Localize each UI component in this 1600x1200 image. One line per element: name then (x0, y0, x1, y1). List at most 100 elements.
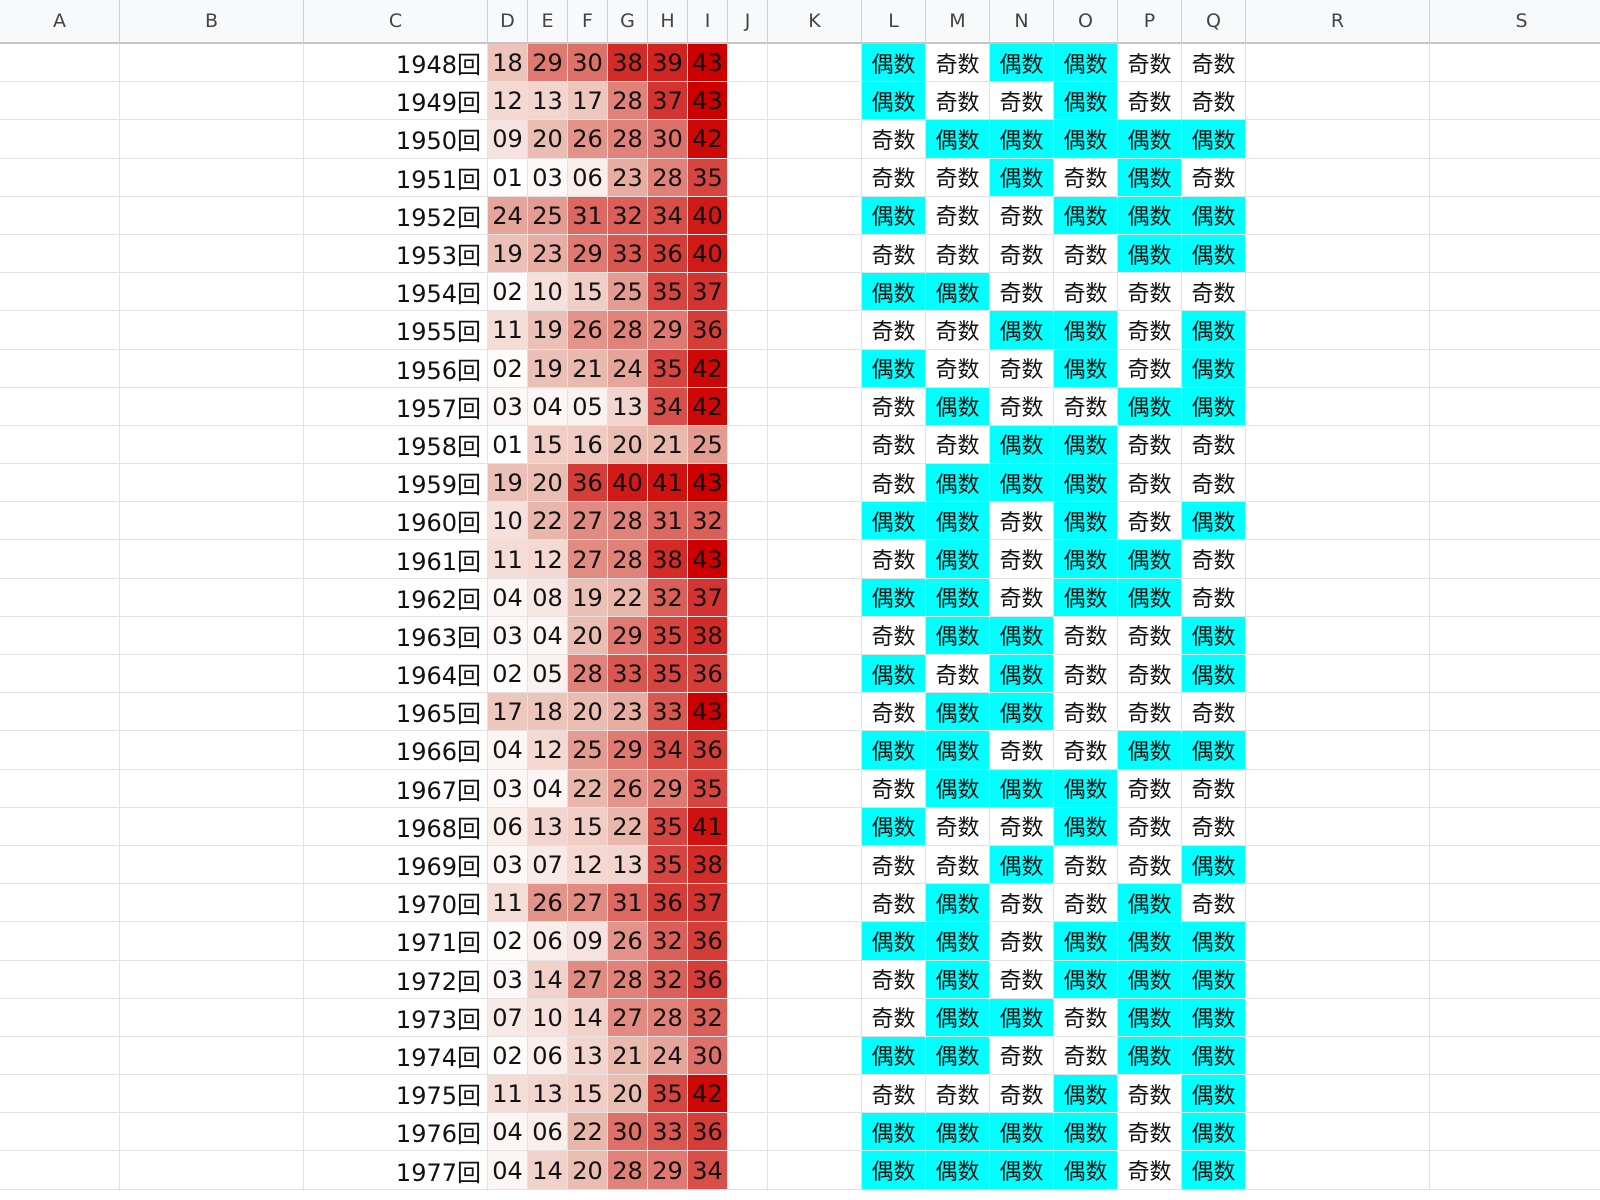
cell-b[interactable] (120, 1075, 304, 1114)
parity-cell[interactable]: 偶数 (862, 82, 926, 121)
parity-cell[interactable]: 偶数 (1182, 845, 1246, 885)
cell-k[interactable] (768, 1075, 862, 1114)
cell-a[interactable] (0, 616, 120, 655)
cell-k[interactable] (768, 655, 862, 694)
number-cell[interactable]: 35 (688, 769, 728, 808)
number-cell[interactable]: 32 (688, 998, 728, 1037)
parity-cell[interactable]: 奇数 (926, 425, 990, 465)
cell-a[interactable] (0, 425, 120, 465)
round-cell[interactable]: 1973回 (304, 998, 488, 1037)
number-cell[interactable]: 08 (528, 578, 568, 617)
number-cell[interactable]: 06 (528, 1113, 568, 1152)
cell-k[interactable] (768, 120, 862, 159)
cell-j[interactable] (728, 769, 768, 808)
number-cell[interactable]: 32 (648, 922, 688, 961)
cell-k[interactable] (768, 387, 862, 426)
cell-k[interactable] (768, 349, 862, 388)
parity-cell[interactable]: 偶数 (926, 1151, 990, 1190)
cell-a[interactable] (0, 44, 120, 83)
cell-r[interactable] (1246, 1113, 1430, 1152)
number-cell[interactable]: 36 (688, 655, 728, 694)
cell-k[interactable] (768, 960, 862, 999)
parity-cell[interactable]: 奇数 (990, 273, 1054, 312)
number-cell[interactable]: 06 (568, 158, 608, 197)
number-cell[interactable]: 23 (528, 234, 568, 274)
cell-b[interactable] (120, 998, 304, 1037)
number-cell[interactable]: 28 (608, 540, 648, 579)
parity-cell[interactable]: 偶数 (1182, 349, 1246, 388)
cell-k[interactable] (768, 82, 862, 121)
parity-cell[interactable]: 偶数 (990, 845, 1054, 885)
number-cell[interactable]: 10 (528, 998, 568, 1037)
cell-j[interactable] (728, 387, 768, 426)
parity-cell[interactable]: 偶数 (1054, 311, 1118, 350)
parity-cell[interactable]: 偶数 (1182, 1113, 1246, 1152)
cell-j[interactable] (728, 273, 768, 312)
number-cell[interactable]: 28 (608, 311, 648, 350)
number-cell[interactable]: 43 (688, 540, 728, 579)
parity-cell[interactable]: 奇数 (990, 1075, 1054, 1114)
number-cell[interactable]: 28 (648, 158, 688, 197)
parity-cell[interactable]: 偶数 (1118, 578, 1182, 617)
round-cell[interactable]: 1950回 (304, 120, 488, 159)
number-cell[interactable]: 06 (488, 807, 528, 846)
cell-s[interactable] (1430, 655, 1600, 694)
parity-cell[interactable]: 偶数 (926, 273, 990, 312)
parity-cell[interactable]: 奇数 (926, 1075, 990, 1114)
parity-cell[interactable]: 奇数 (926, 158, 990, 197)
cell-r[interactable] (1246, 960, 1430, 999)
parity-cell[interactable]: 偶数 (862, 349, 926, 388)
column-header-i[interactable]: I (688, 0, 728, 44)
number-cell[interactable]: 32 (608, 196, 648, 235)
number-cell[interactable]: 27 (568, 540, 608, 579)
cell-r[interactable] (1246, 196, 1430, 235)
parity-cell[interactable]: 奇数 (990, 578, 1054, 617)
number-cell[interactable]: 43 (688, 464, 728, 503)
parity-cell[interactable]: 奇数 (1118, 655, 1182, 694)
cell-k[interactable] (768, 807, 862, 846)
number-cell[interactable]: 20 (528, 120, 568, 159)
parity-cell[interactable]: 偶数 (862, 731, 926, 770)
parity-cell[interactable]: 偶数 (926, 616, 990, 655)
number-cell[interactable]: 13 (568, 1036, 608, 1076)
cell-s[interactable] (1430, 770, 1600, 808)
parity-cell[interactable]: 偶数 (1054, 807, 1118, 846)
cell-r[interactable] (1246, 44, 1430, 83)
number-cell[interactable]: 35 (648, 845, 688, 885)
number-cell[interactable]: 04 (488, 731, 528, 770)
parity-cell[interactable]: 奇数 (926, 311, 990, 350)
cell-b[interactable] (120, 120, 304, 159)
number-cell[interactable]: 03 (488, 845, 528, 885)
cell-k[interactable] (768, 234, 862, 274)
parity-cell[interactable]: 奇数 (1054, 655, 1118, 694)
number-cell[interactable]: 38 (688, 616, 728, 655)
parity-cell[interactable]: 偶数 (1182, 998, 1246, 1037)
parity-cell[interactable]: 奇数 (990, 196, 1054, 235)
cell-r[interactable] (1246, 655, 1430, 694)
number-cell[interactable]: 12 (528, 731, 568, 770)
cell-r[interactable] (1246, 82, 1430, 121)
number-cell[interactable]: 13 (608, 845, 648, 885)
number-cell[interactable]: 23 (608, 158, 648, 197)
parity-cell[interactable]: 偶数 (1118, 540, 1182, 579)
cell-b[interactable] (120, 502, 304, 541)
parity-cell[interactable]: 奇数 (990, 807, 1054, 846)
cell-k[interactable] (768, 845, 862, 885)
cell-k[interactable] (768, 540, 862, 579)
number-cell[interactable]: 31 (568, 196, 608, 235)
number-cell[interactable]: 25 (528, 196, 568, 235)
number-cell[interactable]: 22 (568, 1113, 608, 1152)
parity-cell[interactable]: 偶数 (926, 922, 990, 961)
cell-b[interactable] (120, 578, 304, 617)
parity-cell[interactable]: 偶数 (990, 769, 1054, 808)
cell-r[interactable] (1246, 769, 1430, 808)
parity-cell[interactable]: 偶数 (862, 1151, 926, 1190)
number-cell[interactable]: 28 (608, 502, 648, 541)
parity-cell[interactable]: 奇数 (990, 82, 1054, 121)
parity-cell[interactable]: 奇数 (1118, 273, 1182, 312)
number-cell[interactable]: 18 (528, 693, 568, 732)
cell-a[interactable] (0, 1113, 120, 1152)
cell-b[interactable] (120, 731, 304, 770)
cell-r[interactable] (1246, 884, 1430, 923)
cell-s[interactable] (1430, 1113, 1600, 1152)
